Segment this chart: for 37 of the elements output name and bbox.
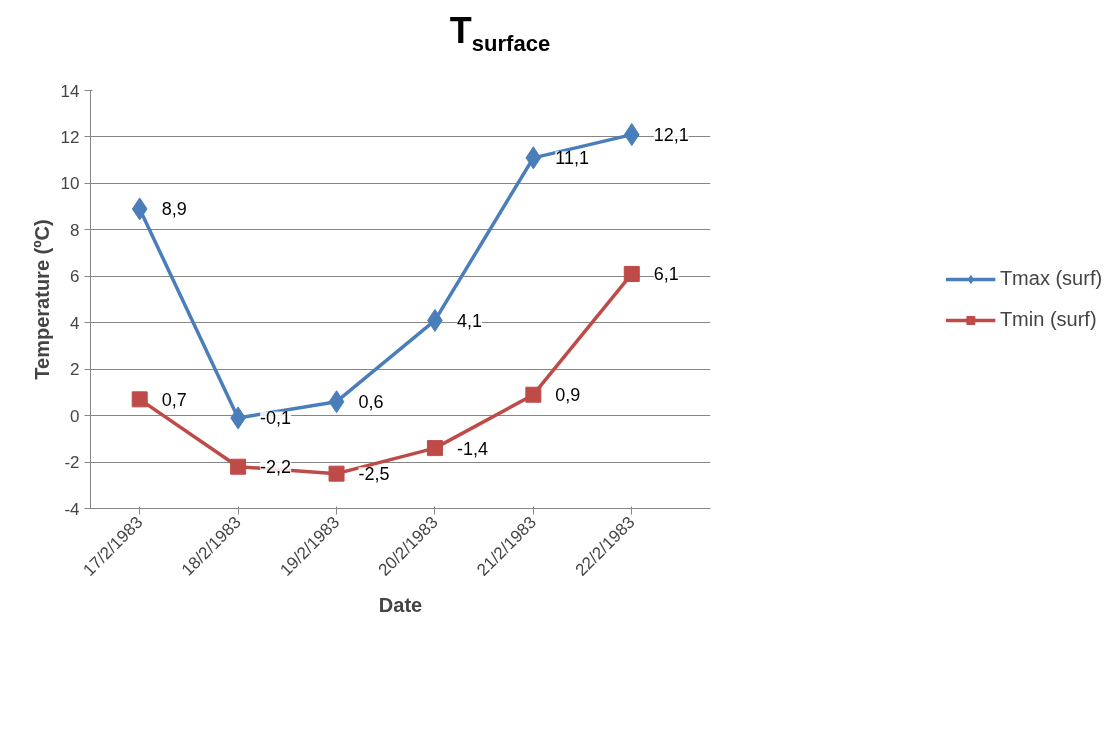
y-tick-label: -2: [64, 453, 80, 473]
data-label: -2,5: [358, 464, 390, 485]
point: [328, 390, 345, 414]
data-label: -0,1: [260, 408, 292, 429]
y-tick-label: 12: [60, 127, 80, 147]
point: [230, 458, 247, 475]
chart-title: T$_{surface}$: [448, 9, 552, 59]
point: [623, 123, 640, 147]
data-label: 11,1: [555, 148, 590, 169]
data-label: 6,1: [653, 264, 679, 285]
data-label: 8,9: [161, 199, 187, 220]
point: [525, 146, 542, 170]
legend-label: Tmin (surf): [999, 308, 1097, 331]
data-label: 0,7: [161, 389, 187, 410]
y-tick-label: -4: [64, 499, 80, 519]
y-axis-title: Temperature (ºC): [30, 219, 53, 380]
data-label: -1,4: [456, 438, 488, 459]
y-tick-label: 2: [70, 360, 80, 380]
y-tick-label: 6: [70, 267, 80, 287]
data-label: 0,9: [555, 385, 581, 406]
point: [426, 440, 443, 457]
point: [623, 265, 640, 282]
x-axis-title: Date: [378, 594, 423, 617]
legend-label: Tmax (surf): [999, 267, 1103, 290]
data-label: 4,1: [456, 310, 482, 331]
y-tick-label: 8: [70, 220, 80, 240]
y-tick-label: 4: [70, 313, 80, 333]
point: [525, 386, 542, 403]
data-label: 12,1: [653, 125, 689, 146]
point: [131, 197, 148, 221]
point: [328, 465, 345, 482]
data-label: -2,2: [260, 457, 292, 478]
point: [131, 391, 148, 408]
y-tick-label: 14: [60, 81, 80, 101]
y-tick-label: 10: [60, 174, 80, 194]
y-tick-label: 0: [70, 406, 80, 426]
data-label: 0,6: [358, 392, 384, 413]
